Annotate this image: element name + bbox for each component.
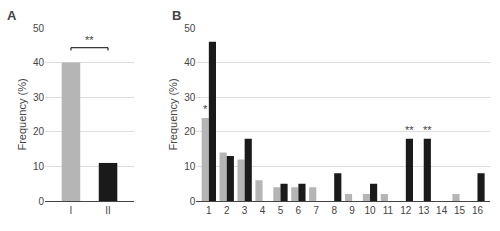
- svg-text:16: 16: [472, 205, 484, 216]
- svg-text:50: 50: [184, 23, 196, 34]
- svg-text:4: 4: [260, 205, 266, 216]
- svg-text:7: 7: [314, 205, 320, 216]
- svg-text:10: 10: [33, 161, 45, 172]
- svg-text:30: 30: [33, 92, 45, 103]
- svg-text:10: 10: [364, 205, 376, 216]
- svg-text:6: 6: [296, 205, 302, 216]
- svg-text:40: 40: [33, 57, 45, 68]
- svg-text:2: 2: [224, 205, 230, 216]
- svg-text:50: 50: [33, 23, 45, 34]
- svg-text:II: II: [105, 205, 111, 216]
- svg-text:40: 40: [184, 57, 196, 68]
- svg-text:30: 30: [184, 92, 196, 103]
- svg-text:**: **: [85, 34, 94, 46]
- svg-text:5: 5: [278, 205, 284, 216]
- svg-text:A: A: [7, 8, 17, 23]
- svg-text:I: I: [70, 205, 73, 216]
- svg-text:12: 12: [400, 205, 412, 216]
- svg-text:10: 10: [184, 161, 196, 172]
- svg-text:**: **: [405, 124, 414, 136]
- svg-text:B: B: [172, 8, 181, 23]
- svg-text:3: 3: [242, 205, 248, 216]
- svg-text:20: 20: [33, 126, 45, 137]
- svg-text:20: 20: [184, 126, 196, 137]
- svg-text:0: 0: [38, 196, 44, 207]
- svg-text:11: 11: [383, 205, 394, 216]
- svg-text:9: 9: [349, 205, 355, 216]
- svg-text:8: 8: [331, 205, 337, 216]
- svg-text:14: 14: [436, 205, 448, 216]
- svg-text:0: 0: [190, 196, 196, 207]
- svg-text:Frequency (%): Frequency (%): [167, 78, 179, 150]
- svg-text:*: *: [203, 103, 208, 115]
- svg-text:13: 13: [418, 205, 430, 216]
- svg-text:Frequency (%): Frequency (%): [16, 78, 28, 150]
- svg-text:**: **: [423, 124, 432, 136]
- svg-text:1: 1: [206, 205, 212, 216]
- svg-text:15: 15: [454, 205, 466, 216]
